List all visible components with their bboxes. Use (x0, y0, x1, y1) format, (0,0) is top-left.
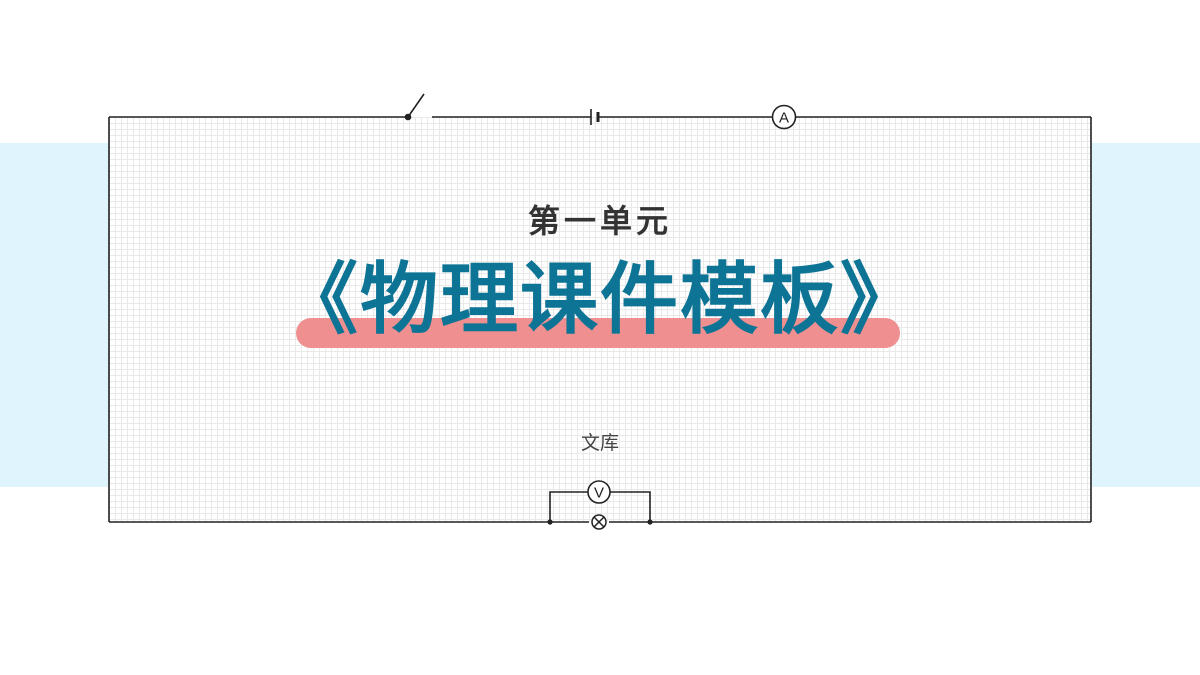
ammeter-label: A (779, 110, 789, 127)
side-wires (108, 117, 1092, 522)
battery-icon (590, 109, 600, 125)
author-label: 文库 (580, 432, 619, 454)
ammeter-icon: A (771, 104, 797, 130)
bottom-wire (109, 491, 1091, 523)
title-highlight (296, 318, 900, 348)
page-title: 《物理课件模板》 (279, 255, 920, 345)
switch-icon (404, 93, 425, 121)
junction-dots (547, 519, 653, 525)
unit-label: 第一单元 (527, 202, 672, 240)
lamp-icon (591, 514, 607, 530)
voltmeter-icon: V (587, 480, 611, 504)
voltmeter-label: V (594, 485, 604, 502)
